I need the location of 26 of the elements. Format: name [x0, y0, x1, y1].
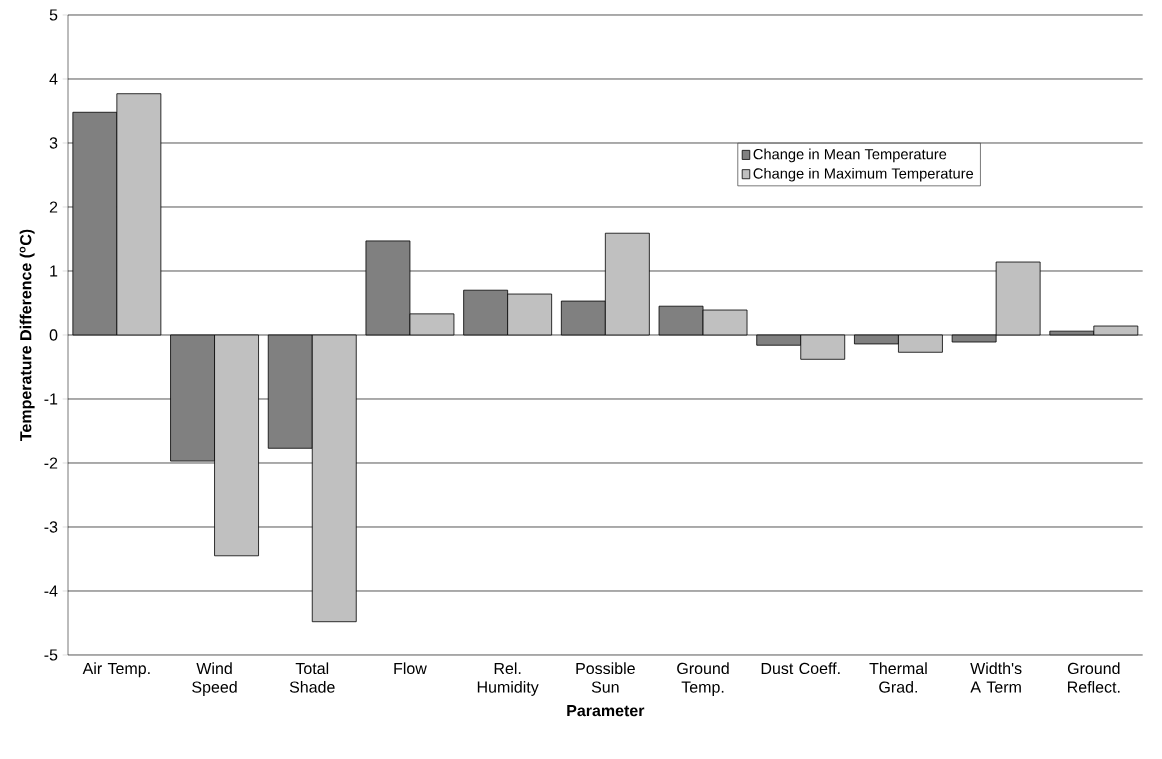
- x-axis-title: Parameter: [567, 705, 645, 717]
- legend-label: Change in Mean Temperature: [753, 148, 947, 163]
- y-tick-label: 0: [49, 329, 58, 341]
- x-tick-label: Ground Reflect.: [1067, 662, 1120, 693]
- y-tick-label: 4: [49, 73, 58, 85]
- y-axis-title: Temperature Difference ($^{o}$C): [19, 229, 35, 441]
- x-tick-label: Rel. Humidity: [477, 662, 539, 696]
- y-tick-label: -3: [44, 521, 58, 533]
- x-tick-label: Flow: [394, 662, 427, 675]
- x-tick-label: Total Shade: [289, 662, 335, 693]
- y-tick-label: -2: [44, 457, 58, 469]
- x-tick-label: Wind Speed: [192, 662, 237, 696]
- x-tick-label: Ground Temp.: [677, 662, 729, 696]
- x-tick-label: Width's A Term: [970, 662, 1022, 693]
- x-tick-label: Thermal Grad.: [869, 662, 927, 693]
- y-tick-label: -1: [44, 393, 58, 405]
- y-tick-label: 2: [49, 201, 58, 213]
- y-tick-label: -4: [44, 585, 58, 597]
- x-tick-label: Possible Sun: [576, 662, 635, 693]
- y-tick-label: 3: [49, 137, 58, 149]
- legend-label: Change in Maximum Temperature: [753, 167, 974, 182]
- y-tick-label: 5: [49, 9, 58, 21]
- x-tick-label: Dust Coeff.: [761, 662, 840, 675]
- y-tick-label: 1: [50, 265, 58, 277]
- y-tick-label: -5: [44, 649, 58, 661]
- x-tick-label: Air Temp.: [82, 662, 150, 678]
